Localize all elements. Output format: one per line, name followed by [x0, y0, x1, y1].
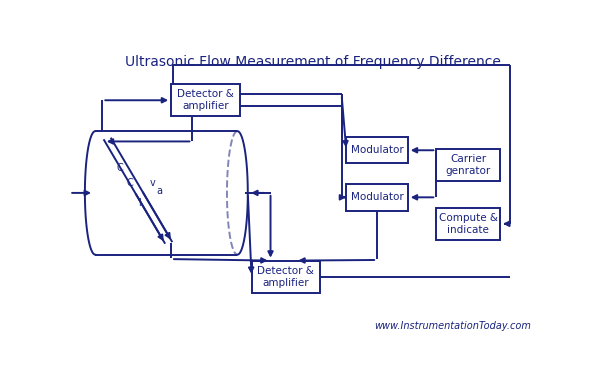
Text: www.InstrumentationToday.com: www.InstrumentationToday.com	[374, 321, 531, 331]
Text: Detector &
amplifier: Detector & amplifier	[177, 89, 234, 111]
FancyBboxPatch shape	[436, 207, 500, 240]
Text: Detector &
amplifier: Detector & amplifier	[257, 266, 314, 288]
FancyBboxPatch shape	[171, 84, 240, 117]
FancyBboxPatch shape	[436, 149, 500, 181]
Text: Carrier
genrator: Carrier genrator	[445, 154, 491, 176]
Text: C: C	[126, 178, 133, 188]
Text: Compute &
indicate: Compute & indicate	[439, 213, 498, 235]
FancyBboxPatch shape	[252, 261, 320, 293]
FancyBboxPatch shape	[346, 137, 408, 163]
Text: Modulator: Modulator	[351, 145, 403, 155]
FancyBboxPatch shape	[346, 184, 408, 210]
Text: a: a	[157, 186, 163, 196]
Text: v: v	[150, 178, 156, 188]
Text: l: l	[138, 198, 141, 208]
Text: C: C	[117, 163, 123, 173]
Text: Ultrasonic Flow Measurement of Frequency Difference: Ultrasonic Flow Measurement of Frequency…	[125, 55, 501, 69]
Text: Modulator: Modulator	[351, 192, 403, 202]
